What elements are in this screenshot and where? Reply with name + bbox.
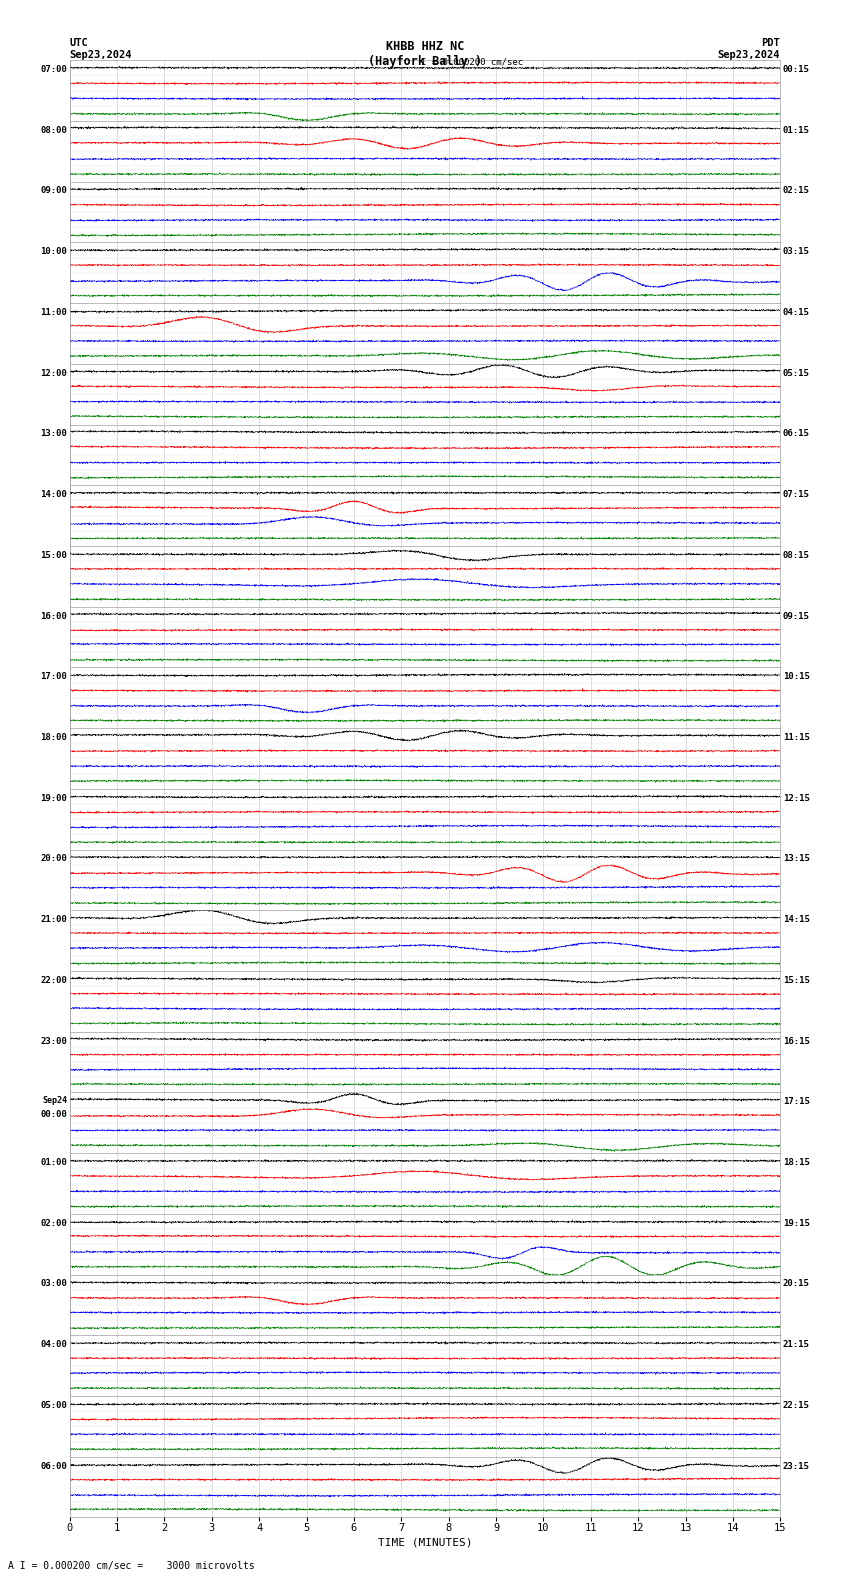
X-axis label: TIME (MINUTES): TIME (MINUTES) <box>377 1536 473 1548</box>
Text: 06:00: 06:00 <box>40 1462 67 1470</box>
Text: UTC
Sep23,2024: UTC Sep23,2024 <box>70 38 133 60</box>
Text: 00:00: 00:00 <box>40 1110 67 1118</box>
Text: 01:15: 01:15 <box>783 125 810 135</box>
Text: 03:00: 03:00 <box>40 1280 67 1288</box>
Text: 16:15: 16:15 <box>783 1036 810 1045</box>
Text: 05:00: 05:00 <box>40 1400 67 1410</box>
Text: 22:15: 22:15 <box>783 1400 810 1410</box>
Text: 20:15: 20:15 <box>783 1280 810 1288</box>
Text: 08:00: 08:00 <box>40 125 67 135</box>
Text: 11:15: 11:15 <box>783 733 810 741</box>
Text: PDT
Sep23,2024: PDT Sep23,2024 <box>717 38 780 60</box>
Text: 23:00: 23:00 <box>40 1036 67 1045</box>
Text: 21:00: 21:00 <box>40 916 67 923</box>
Text: Sep24: Sep24 <box>42 1096 67 1104</box>
Text: 22:00: 22:00 <box>40 976 67 985</box>
Text: KHBB HHZ NC
(Hayfork Bally ): KHBB HHZ NC (Hayfork Bally ) <box>368 40 482 68</box>
Text: 15:15: 15:15 <box>783 976 810 985</box>
Text: 09:00: 09:00 <box>40 187 67 195</box>
Text: 16:00: 16:00 <box>40 611 67 621</box>
Text: A I = 0.000200 cm/sec =    3000 microvolts: A I = 0.000200 cm/sec = 3000 microvolts <box>8 1562 255 1571</box>
Text: 05:15: 05:15 <box>783 369 810 377</box>
Text: 04:00: 04:00 <box>40 1340 67 1350</box>
Text: 00:15: 00:15 <box>783 65 810 74</box>
Text: 19:00: 19:00 <box>40 794 67 803</box>
Text: 19:15: 19:15 <box>783 1218 810 1228</box>
Text: 20:00: 20:00 <box>40 854 67 863</box>
Text: 17:15: 17:15 <box>783 1098 810 1106</box>
Text: 07:15: 07:15 <box>783 489 810 499</box>
Text: 06:15: 06:15 <box>783 429 810 439</box>
Text: 14:15: 14:15 <box>783 916 810 923</box>
Text: 08:15: 08:15 <box>783 551 810 559</box>
Text: 12:15: 12:15 <box>783 794 810 803</box>
Text: 23:15: 23:15 <box>783 1462 810 1470</box>
Text: 10:00: 10:00 <box>40 247 67 257</box>
Text: 13:15: 13:15 <box>783 854 810 863</box>
Text: 02:00: 02:00 <box>40 1218 67 1228</box>
Text: 07:00: 07:00 <box>40 65 67 74</box>
Text: 11:00: 11:00 <box>40 307 67 317</box>
Text: 18:00: 18:00 <box>40 733 67 741</box>
Text: 02:15: 02:15 <box>783 187 810 195</box>
Text: 15:00: 15:00 <box>40 551 67 559</box>
Text: 13:00: 13:00 <box>40 429 67 439</box>
Text: 21:15: 21:15 <box>783 1340 810 1350</box>
Text: 18:15: 18:15 <box>783 1158 810 1167</box>
Text: I = 0.000200 cm/sec: I = 0.000200 cm/sec <box>421 57 523 67</box>
Text: 17:00: 17:00 <box>40 672 67 681</box>
Text: 01:00: 01:00 <box>40 1158 67 1167</box>
Text: 03:15: 03:15 <box>783 247 810 257</box>
Text: 04:15: 04:15 <box>783 307 810 317</box>
Text: 09:15: 09:15 <box>783 611 810 621</box>
Text: 14:00: 14:00 <box>40 489 67 499</box>
Text: 10:15: 10:15 <box>783 672 810 681</box>
Text: 12:00: 12:00 <box>40 369 67 377</box>
